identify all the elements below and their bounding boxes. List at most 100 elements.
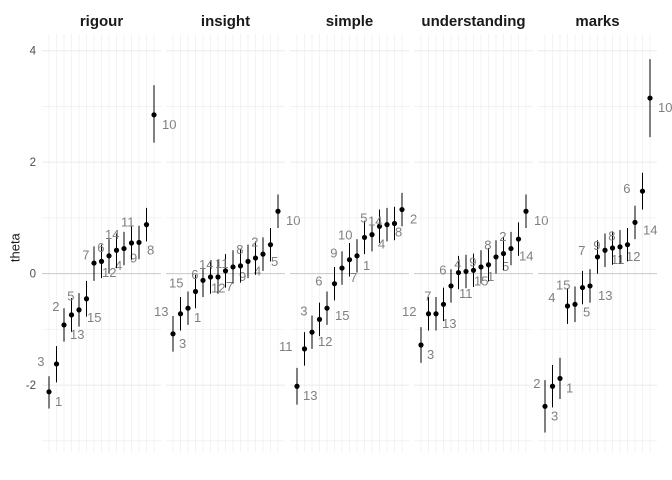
point-label: 6 xyxy=(315,274,322,289)
data-point xyxy=(339,265,345,271)
point-label: 4 xyxy=(115,258,122,273)
point-label: 1 xyxy=(194,310,201,325)
point-label: 7 xyxy=(82,247,89,262)
facet-title: insight xyxy=(201,13,250,30)
data-point xyxy=(83,296,90,302)
point-label: 5 xyxy=(502,259,509,274)
data-point xyxy=(61,322,67,328)
data-point xyxy=(557,375,563,382)
data-point xyxy=(46,389,52,395)
y-axis: -2 0 2 4 xyxy=(26,46,37,392)
data-point xyxy=(587,283,593,289)
y-tick-label: 2 xyxy=(30,157,36,169)
point-label: 14 xyxy=(368,213,382,228)
data-point xyxy=(98,258,105,264)
point-label: 1 xyxy=(487,269,494,284)
data-point xyxy=(639,188,646,194)
data-point xyxy=(301,346,308,352)
point-label: 8 xyxy=(236,242,243,257)
data-point xyxy=(500,250,507,257)
point-label: 14 xyxy=(105,227,119,242)
data-point xyxy=(609,245,616,251)
point-label: 13 xyxy=(598,288,612,303)
data-point xyxy=(192,288,199,295)
data-point xyxy=(485,262,492,268)
data-point xyxy=(463,268,469,275)
data-point xyxy=(617,244,623,250)
data-point xyxy=(245,258,251,264)
point-label: 9 xyxy=(330,246,337,261)
data-point xyxy=(91,260,97,266)
data-point xyxy=(309,329,315,335)
point-label: 4 xyxy=(454,256,461,271)
point-label: 5 xyxy=(360,210,367,225)
point-label: 4 xyxy=(254,263,261,278)
data-point xyxy=(602,247,608,253)
point-label: 9 xyxy=(239,269,246,284)
data-point xyxy=(275,208,281,214)
point-label: 4 xyxy=(548,290,555,305)
point-label: 8 xyxy=(395,225,402,240)
point-label: 13 xyxy=(442,316,456,331)
data-point xyxy=(121,245,127,252)
point-label: 7 xyxy=(350,270,357,285)
point-label: 7 xyxy=(226,279,233,294)
point-label: 11 xyxy=(459,286,473,301)
data-point xyxy=(151,112,157,118)
data-point xyxy=(267,242,274,248)
point-label: 13 xyxy=(70,327,84,342)
data-point xyxy=(384,222,390,228)
point-label: 11 xyxy=(611,252,625,267)
data-point xyxy=(647,95,653,101)
point-label: 3 xyxy=(427,347,434,362)
point-label: 14 xyxy=(519,249,533,264)
point-label: 2 xyxy=(52,299,59,314)
point-label: 9 xyxy=(593,238,600,253)
point-label: 10 xyxy=(338,227,352,242)
point-label: 2 xyxy=(533,376,540,391)
data-point xyxy=(418,342,424,348)
data-point xyxy=(185,305,191,311)
data-point xyxy=(455,269,462,276)
point-label: 11 xyxy=(121,215,135,230)
data-point xyxy=(68,312,75,318)
data-point xyxy=(106,253,112,259)
data-point xyxy=(624,242,631,248)
point-label: 7 xyxy=(578,243,585,258)
point-label: 14 xyxy=(643,222,657,237)
point-label: 12 xyxy=(318,334,332,349)
point-label: 3 xyxy=(300,303,307,318)
point-label: 14 xyxy=(199,257,213,272)
point-label: 1 xyxy=(566,380,573,395)
point-label: 6 xyxy=(439,263,446,278)
point-label: 1 xyxy=(363,258,370,273)
point-label: 10 xyxy=(162,117,176,132)
point-label: 5 xyxy=(583,304,590,319)
point-label: 8 xyxy=(147,242,154,257)
data-point xyxy=(222,268,229,274)
data-point xyxy=(252,255,259,261)
point-label: 10 xyxy=(534,213,548,228)
data-point xyxy=(493,254,499,260)
data-point xyxy=(564,303,571,309)
data-point xyxy=(76,307,82,313)
point-label: 2 xyxy=(251,235,258,250)
data-point xyxy=(170,331,176,337)
data-point xyxy=(200,277,206,283)
point-label: 12 xyxy=(626,249,640,264)
point-label: 3 xyxy=(551,408,558,423)
point-label: 5 xyxy=(271,254,278,269)
data-point xyxy=(128,240,135,246)
data-point xyxy=(177,311,184,317)
data-point xyxy=(316,316,323,322)
data-point xyxy=(391,220,398,227)
data-point xyxy=(331,281,338,287)
point-label: 3 xyxy=(37,354,44,369)
data-point xyxy=(230,264,236,270)
point-label: 15 xyxy=(87,310,101,325)
point-label: 13 xyxy=(303,388,317,403)
